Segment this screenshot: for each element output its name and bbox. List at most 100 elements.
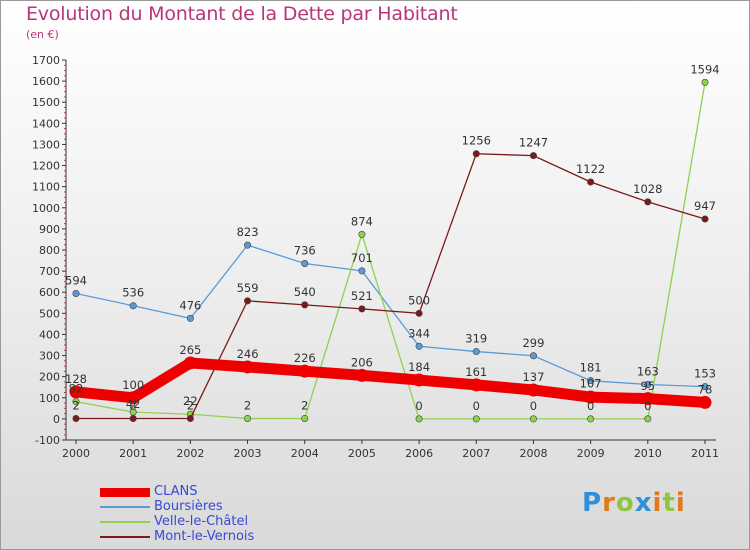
logo-letter: x xyxy=(634,488,653,518)
data-point xyxy=(69,385,83,399)
y-tick-label: 0 xyxy=(53,413,60,426)
data-label: 0 xyxy=(473,399,480,413)
legend-label: Boursières xyxy=(154,499,223,514)
data-point xyxy=(587,178,595,186)
y-tick-label: 1700 xyxy=(32,54,60,67)
data-point xyxy=(129,414,137,422)
data-point xyxy=(644,380,652,388)
data-label: 95 xyxy=(640,379,655,393)
data-label: 2 xyxy=(72,398,79,412)
y-tick-label: 1400 xyxy=(32,117,60,130)
data-point xyxy=(701,215,709,223)
data-point xyxy=(472,348,480,356)
data-label: 1028 xyxy=(633,182,662,196)
logo-letter: r xyxy=(602,488,616,518)
data-label: 874 xyxy=(351,214,373,228)
data-label: 0 xyxy=(415,399,422,413)
data-label: 2 xyxy=(130,398,137,412)
legend-swatch xyxy=(100,521,150,523)
logo-letter: i xyxy=(675,488,686,518)
data-point xyxy=(469,378,483,392)
data-label: 107 xyxy=(580,376,602,390)
x-tick-label: 2007 xyxy=(462,447,490,460)
data-point xyxy=(701,383,709,391)
chart-subtitle: (en €) xyxy=(26,28,59,41)
data-label: 137 xyxy=(522,370,544,384)
y-tick-label: 400 xyxy=(39,328,60,341)
data-label: 181 xyxy=(580,361,602,375)
y-tick-label: 200 xyxy=(39,371,60,384)
data-point xyxy=(644,198,652,206)
data-point xyxy=(529,352,537,360)
data-label: 0 xyxy=(530,399,537,413)
data-point xyxy=(358,267,366,275)
legend-item: Mont-le-Vernois xyxy=(100,529,360,544)
data-point xyxy=(72,398,80,406)
data-label: 2 xyxy=(187,398,194,412)
data-label: 701 xyxy=(351,251,373,265)
data-point xyxy=(72,289,80,297)
data-point xyxy=(244,241,252,249)
x-tick-label: 2002 xyxy=(176,447,204,460)
y-tick-label: 1300 xyxy=(32,138,60,151)
x-tick-label: 2001 xyxy=(119,447,147,460)
logo-letter: t xyxy=(662,488,676,518)
data-point xyxy=(298,364,312,378)
x-tick-label: 2010 xyxy=(634,447,662,460)
data-label: 2 xyxy=(301,398,308,412)
logo-letter: i xyxy=(652,488,663,518)
x-tick-label: 2005 xyxy=(348,447,376,460)
x-tick-label: 2000 xyxy=(62,447,90,460)
data-point xyxy=(241,360,255,374)
data-point xyxy=(641,392,655,406)
y-tick-label: 500 xyxy=(39,307,60,320)
data-label: 536 xyxy=(122,286,144,300)
data-point xyxy=(126,391,140,405)
data-point xyxy=(129,302,137,310)
data-label: 1594 xyxy=(690,62,719,76)
data-point xyxy=(186,314,194,322)
chart-legend: CLANS Boursières Velle-le-Châtel Mont-le-Ve… xyxy=(100,484,360,544)
y-tick-label: 1000 xyxy=(32,202,60,215)
data-label: 299 xyxy=(522,336,544,350)
series-line-clans xyxy=(70,357,711,408)
data-point xyxy=(415,415,423,423)
data-point xyxy=(701,78,709,86)
data-label: 594 xyxy=(65,273,87,287)
x-tick-label: 2003 xyxy=(234,447,262,460)
legend-item: Velle-le-Châtel xyxy=(100,514,360,529)
data-label: 1247 xyxy=(519,136,548,150)
y-tick-label: 800 xyxy=(39,244,60,257)
series-line xyxy=(75,82,706,420)
data-point xyxy=(415,309,423,317)
data-label: 1122 xyxy=(576,162,605,176)
data-label: 559 xyxy=(237,281,259,295)
data-label: 736 xyxy=(294,244,316,258)
data-point xyxy=(584,390,598,404)
legend-item: CLANS xyxy=(100,484,360,499)
data-point xyxy=(358,305,366,313)
data-point xyxy=(301,414,309,422)
proxiti-logo: Proxiti xyxy=(582,488,686,518)
y-tick-label: 600 xyxy=(39,286,60,299)
data-label: 1256 xyxy=(462,134,491,148)
data-point xyxy=(301,301,309,309)
data-point xyxy=(355,368,369,382)
data-label: 78 xyxy=(698,382,713,396)
y-tick-label: 1200 xyxy=(32,160,60,173)
data-point xyxy=(587,415,595,423)
data-point xyxy=(412,373,426,387)
logo-letter: o xyxy=(615,488,635,518)
data-point xyxy=(244,414,252,422)
y-tick-label: -100 xyxy=(35,434,60,447)
data-point xyxy=(529,415,537,423)
data-point xyxy=(186,414,194,422)
data-label: 947 xyxy=(694,199,716,213)
data-label: 184 xyxy=(408,360,430,374)
y-tick-label: 700 xyxy=(39,265,60,278)
data-point xyxy=(644,415,652,423)
y-tick-label: 1100 xyxy=(32,181,60,194)
data-label: 540 xyxy=(294,285,316,299)
data-label: 2 xyxy=(244,398,251,412)
data-label: 161 xyxy=(465,365,487,379)
